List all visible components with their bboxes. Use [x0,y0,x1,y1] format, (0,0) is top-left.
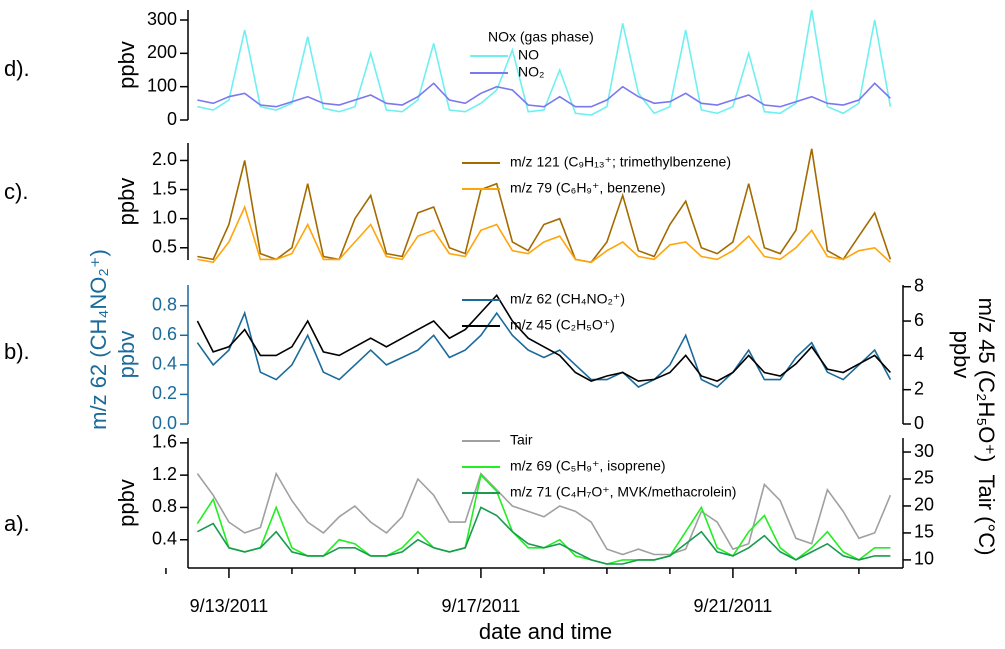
panel-label: c). [4,179,28,204]
y-tick-label: 0.0 [152,413,177,433]
y-tick-label: 1.6 [152,432,177,452]
y-tick-label: 0.5 [152,237,177,257]
y-tick-label: 100 [147,75,177,95]
x-tick-label: 9/17/2011 [442,596,521,616]
legend-label: Tair [510,432,533,448]
y-axis-title: ppbv [114,331,139,379]
y-tick-label: 0.6 [152,324,177,344]
y-tick-label: 0.4 [152,528,177,548]
data-line [197,82,891,108]
y2-tick-label: 4 [914,344,924,364]
legend-title: NOx (gas phase) [488,29,594,45]
y2-axis-title: Tair (°C) [974,475,999,556]
legend-label: NO [518,47,539,63]
y-tick-label: 0.8 [152,294,177,314]
y2-tick-label: 10 [914,549,934,569]
y-tick-label: 0.8 [152,496,177,516]
y-tick-label: 200 [147,42,177,62]
y-tick-label: 1.0 [152,207,177,227]
y-axis-title: ppbv [114,178,139,226]
y2-axis-title: ppbv [949,331,974,379]
y-tick-label: 300 [147,9,177,29]
panel-label: a). [4,511,30,536]
data-line [197,9,892,116]
legend-label: m/z 45 (C₂H₅O⁺) [510,317,615,333]
y2-axis-title: m/z 45 (C₂H₅O⁺) [974,298,999,463]
y-tick-label: 1.2 [152,464,177,484]
y-tick-label: 0.4 [152,354,177,374]
x-tick-label: 9/13/2011 [190,596,269,616]
y-axis-title: ppbv [114,479,139,527]
y2-tick-label: 30 [914,441,934,461]
legend-label: m/z 121 (C₉H₁₃⁺; trimethylbenzene) [510,154,731,170]
y2-tick-label: 0 [914,413,924,433]
legend-label: m/z 62 (CH₄NO₂⁺) [510,291,625,307]
y2-tick-label: 15 [914,522,934,542]
y-axis-title: m/z 62 (CH₄NO₂⁺) [86,249,111,430]
x-axis-title: date and time [479,619,612,644]
data-line [196,293,891,382]
y2-tick-label: 20 [914,495,934,515]
panel-label: d). [4,56,30,81]
y-tick-label: 0 [167,109,177,129]
data-line [197,148,892,264]
y2-tick-label: 25 [914,468,934,488]
panel-label: b). [4,339,30,364]
legend-label: m/z 79 (C₆H₉⁺, benzene) [510,180,666,196]
data-line [196,471,892,556]
x-tick-label: 9/21/2011 [694,596,773,616]
y2-tick-label: 8 [914,275,924,295]
data-line [196,310,892,388]
y-tick-label: 1.5 [152,178,177,198]
y-tick-label: 2.0 [152,149,177,169]
y-axis-title: ppbv [114,41,139,89]
y2-tick-label: 2 [914,378,924,398]
data-line [197,204,891,264]
legend-label: NO₂ [518,64,544,80]
legend-label: m/z 71 (C₄H₇O⁺, MVK/methacrolein) [510,484,736,500]
y-tick-label: 0.2 [152,383,177,403]
y2-tick-label: 6 [914,310,924,330]
data-line [197,506,891,565]
legend-label: m/z 69 (C₅H₉⁺, isoprene) [510,458,666,474]
